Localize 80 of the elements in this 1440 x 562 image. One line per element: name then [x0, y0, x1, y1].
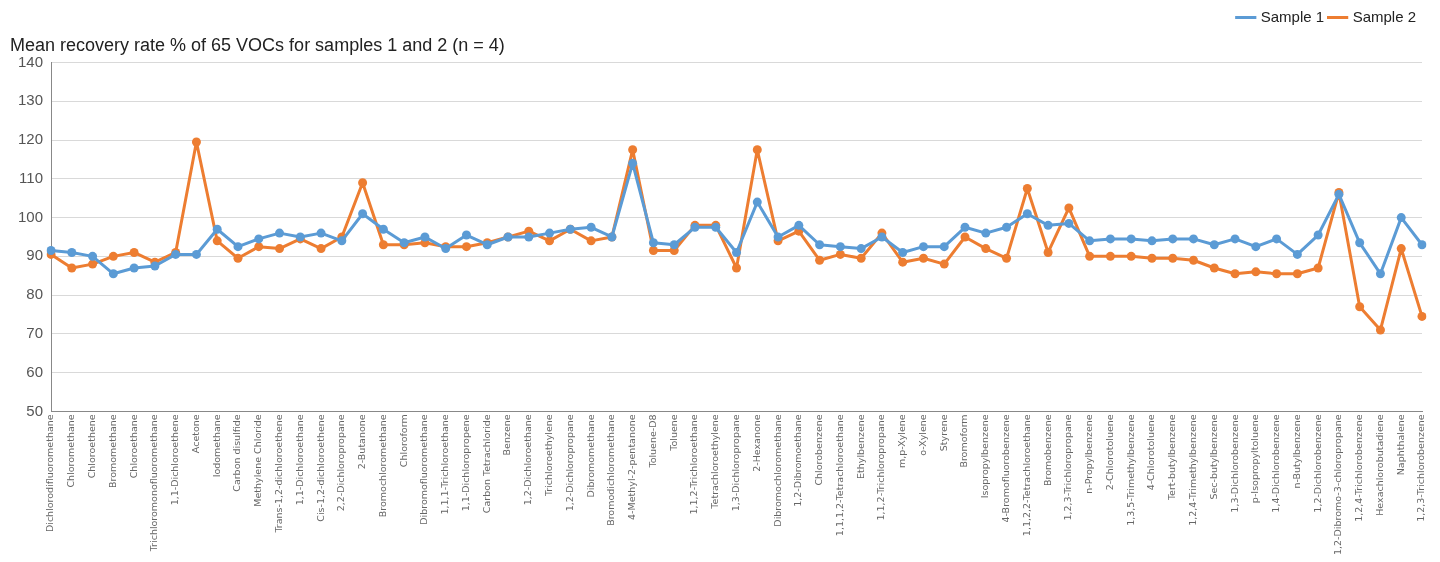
x-tick-label: m,p-Xylene	[896, 414, 908, 469]
y-tick-label: 110	[19, 169, 44, 186]
x-tick-label: 1,2-Dibromoethane	[792, 414, 804, 507]
x-tick-label: 2-Chlorotoluene	[1103, 414, 1115, 491]
x-tick-label: Bromochloromethane	[376, 414, 388, 518]
y-tick-label: 100	[18, 207, 44, 225]
x-tick-label: Sec-butylbenzene	[1207, 414, 1219, 500]
x-tick-label: 1,1,2-Trichloroethane	[688, 414, 700, 515]
x-tick-label: 2,2-Dichloropropane	[335, 414, 347, 512]
x-tick-label: Benzene	[501, 414, 513, 456]
x-tick-label: Dibromofluoromethane	[418, 414, 430, 525]
x-tick-label: Methylene Chloride	[252, 414, 264, 507]
x-tick-label: 1,1-Dichloropropene	[459, 414, 471, 512]
x-tick-label: n-Propylbenzene	[1083, 414, 1095, 494]
x-tick-label: Bromomethane	[106, 414, 118, 488]
x-tick-label: 1,4-Dichlorobenzene	[1270, 414, 1282, 513]
y-tick-label: 130	[18, 91, 44, 109]
x-tick-label: 1,2,3-Trichlorobenzene	[1415, 414, 1427, 522]
chart-title: Mean recovery rate % of 65 VOCs for samples 1 and 2 (n = 4)	[10, 34, 505, 55]
x-tick-label: Iodomethane	[210, 414, 222, 478]
x-tick-label: Tetrachloroethylene	[709, 414, 721, 510]
x-tick-label: 1,1-Dichloroethene	[169, 414, 181, 506]
x-tick-label: p-Isopropyltoluene	[1249, 414, 1261, 504]
x-tick-label: 4-Chlorotoluene	[1145, 414, 1157, 491]
x-tick-label: 1,2,4-Trimethylbenzene	[1186, 414, 1198, 526]
x-tick-label: Bromobenzene	[1041, 414, 1053, 487]
x-tick-label: Hexachlorobutadiene	[1373, 414, 1385, 516]
x-tick-label: Chloromethane	[65, 414, 77, 488]
x-tick-label: Trans-1,2-dichloroethene	[272, 414, 284, 534]
x-tick-label: 1,2-Dichlorobenzene	[1311, 414, 1323, 513]
x-tick-label: n-Butylbenzene	[1290, 414, 1302, 489]
y-tick-label: 60	[26, 362, 44, 380]
x-tick-label: Bromoform	[958, 414, 970, 468]
x-tick-label: 4-Methyl-2-pentanone	[626, 414, 638, 520]
x-tick-label: Dibromochloromethane	[771, 414, 783, 527]
x-tick-label: Carbon disulfide	[231, 414, 243, 492]
legend-label: Sample 1	[1260, 7, 1325, 25]
x-tick-label: Cis-1,2-dichloroethene	[314, 414, 326, 522]
x-tick-label: Acetone	[189, 414, 201, 454]
x-tick-label: Trichloromonofluoromethane	[148, 414, 160, 553]
x-tick-label: Dibromomethane	[584, 414, 596, 498]
x-tick-label: 1,1,1,2-Tetrachloroethane	[833, 414, 845, 537]
x-tick-label: 1,2-Dichloroethane	[522, 414, 534, 506]
x-tick-label: Toluene	[667, 414, 679, 452]
x-tick-label: 1,1,2,2-Tetrachloroethane	[1020, 414, 1032, 537]
y-tick-label: 70	[26, 324, 44, 341]
x-tick-label: o-Xylene	[916, 414, 928, 456]
x-tick-label: Chloroethane	[127, 414, 139, 479]
x-tick-label: Styrene	[937, 414, 949, 452]
y-tick-label: 50	[26, 401, 44, 419]
x-tick-label: 1,2,3-Trichloropropane	[1062, 414, 1074, 521]
x-tick-label: Naphthalene	[1394, 414, 1406, 476]
x-tick-label: Isopropylbenzene	[979, 414, 991, 499]
x-tick-label: 1,2,4-Trichlorobenzene	[1353, 414, 1365, 522]
x-tick-label: 1,2-Dichloropropane	[563, 414, 575, 512]
y-tick-label: 80	[26, 285, 44, 303]
x-tick-label: Toluene-D8	[646, 414, 658, 469]
x-tick-label: Chloroform	[397, 414, 409, 468]
x-tick-label: 4-Bromofluorobenzene	[1000, 414, 1012, 523]
x-tick-label: 1,1-Dichloroethane	[293, 414, 305, 506]
x-tick-label: Trichloroethylene	[543, 414, 555, 498]
x-tick-label: Chloroethene	[86, 414, 98, 479]
x-tick-label: 1,2-Dibromo-3-chloropropane	[1332, 414, 1344, 556]
x-tick-label: 1,1,1-Trichloroethane	[439, 414, 451, 515]
y-tick-label: 120	[18, 130, 44, 148]
x-tick-label: 1,3-Dichloropropane	[729, 414, 741, 512]
x-tick-label: 1,1,2-Trichloropropane	[875, 414, 887, 521]
x-tick-label: Bromodichloromethane	[605, 414, 617, 526]
x-tick-label: 1,3-Dichlorobenzene	[1228, 414, 1240, 513]
x-tick-label: Dichlorodifluoromethane	[44, 414, 56, 533]
x-tick-label: 1,3,5-Trimethylbenzene	[1124, 414, 1136, 526]
x-tick-label: Ethylbenzene	[854, 414, 866, 479]
y-tick-label: 140	[18, 52, 44, 70]
x-tick-label: Carbon Tetrachloride	[480, 414, 492, 514]
y-tick-label: 90	[26, 246, 44, 264]
x-tick-label: 2-Butanone	[356, 414, 368, 470]
legend-label: Sample 2	[1352, 7, 1417, 25]
x-tick-label: Chlorobenzene	[813, 414, 825, 486]
x-tick-label: 2-Hexanone	[750, 414, 762, 472]
x-tick-label: Tert-butylbenzene	[1166, 414, 1178, 502]
